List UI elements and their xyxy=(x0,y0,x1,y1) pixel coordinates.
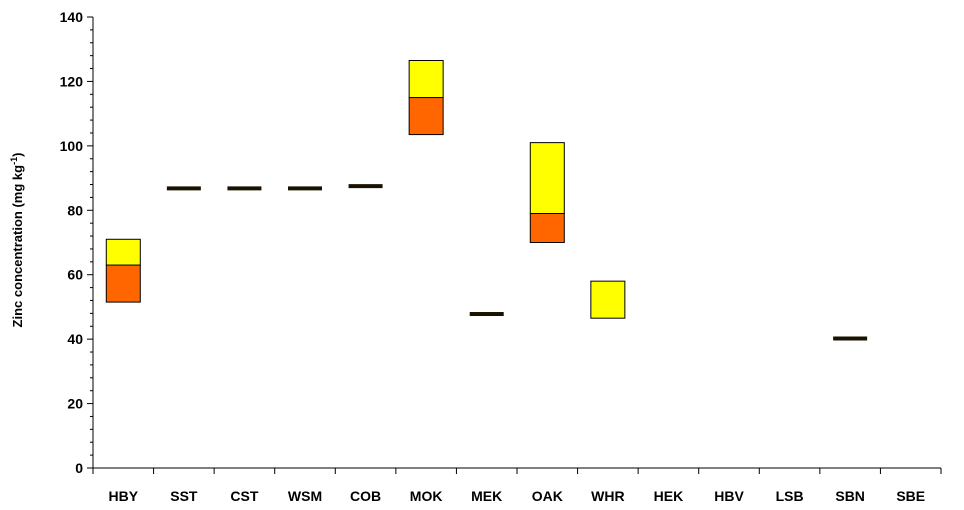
value-marker xyxy=(469,312,504,317)
value-marker xyxy=(348,184,383,189)
x-tick-label: MOK xyxy=(410,488,443,504)
x-tick-label: WSM xyxy=(288,488,322,504)
value-marker xyxy=(288,186,322,191)
upper-segment-bar xyxy=(590,280,626,319)
upper-segment-bar xyxy=(408,59,444,99)
y-tick-label: 0 xyxy=(75,460,83,476)
y-axis-label: Zinc concentration (mg kg-1) xyxy=(9,153,25,328)
x-tick-label: WHR xyxy=(591,488,624,504)
x-tick-label: SBE xyxy=(896,488,925,504)
y-axis-label-main: Zinc concentration (mg kg xyxy=(10,165,25,328)
x-tick-label: SBN xyxy=(835,488,865,504)
value-marker xyxy=(833,336,868,341)
x-tick-label: MEK xyxy=(471,488,502,504)
lower-segment-bar xyxy=(408,97,444,136)
x-tick-label: SST xyxy=(170,488,198,504)
value-marker xyxy=(166,186,201,191)
x-tick-label: HBY xyxy=(109,488,139,504)
y-tick-label: 20 xyxy=(67,396,83,412)
x-tick-label: HBV xyxy=(714,488,744,504)
y-tick-label: 120 xyxy=(60,73,84,89)
lower-segment-bar xyxy=(105,264,141,303)
lower-segment-bar xyxy=(529,213,565,243)
value-marker xyxy=(227,186,262,191)
upper-segment-bar xyxy=(529,142,565,215)
x-tick-label: HEK xyxy=(654,488,684,504)
plot-area: 0 20 40 60 80 100 120 140 HBY SST CST WSM COB MOK MEK O… xyxy=(60,9,942,504)
x-tick-label: CST xyxy=(230,488,258,504)
upper-segment-bar xyxy=(105,238,141,266)
x-tick-label: COB xyxy=(350,488,381,504)
y-tick-label: 40 xyxy=(67,331,83,347)
x-tick-label: LSB xyxy=(776,488,804,504)
y-tick-label: 100 xyxy=(60,138,84,154)
y-axis-label-close: ) xyxy=(10,153,25,157)
y-tick-label: 140 xyxy=(60,9,84,25)
y-tick-label: 80 xyxy=(67,202,83,218)
y-tick-label: 60 xyxy=(67,267,83,283)
x-tick-label: OAK xyxy=(532,488,563,504)
y-axis-label-superscript: -1 xyxy=(9,157,19,165)
